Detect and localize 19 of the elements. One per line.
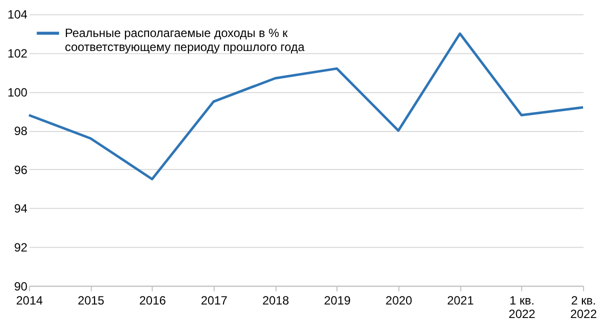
x-tick-label: 2018 [262, 293, 290, 308]
y-tick-label: 102 [7, 46, 28, 61]
x-tick-label: 2016 [139, 293, 166, 308]
legend-label: Реальные располагаемые доходы в % к соответствующему периоду прошлого года [64, 26, 305, 54]
x-tick-label: 2 кв. 2022 [570, 293, 598, 322]
y-tick-label: 104 [7, 8, 28, 22]
y-tick-label: 90 [14, 279, 28, 294]
x-tick-label: 2021 [447, 293, 474, 308]
y-tick-label: 94 [14, 202, 28, 216]
y-tick-label: 98 [14, 124, 28, 138]
x-tick-label: 2020 [386, 293, 412, 308]
y-tick-label: 92 [14, 240, 28, 254]
x-tick-label: 2015 [78, 293, 105, 308]
y-tick-label: 100 [7, 85, 28, 100]
x-tick-label: 2014 [16, 293, 44, 308]
x-tick-label: 2017 [200, 293, 228, 308]
x-tick-label: 1 кв. 2022 [508, 293, 536, 322]
y-tick-label: 96 [14, 162, 28, 177]
x-tick-label: 2019 [324, 293, 351, 308]
